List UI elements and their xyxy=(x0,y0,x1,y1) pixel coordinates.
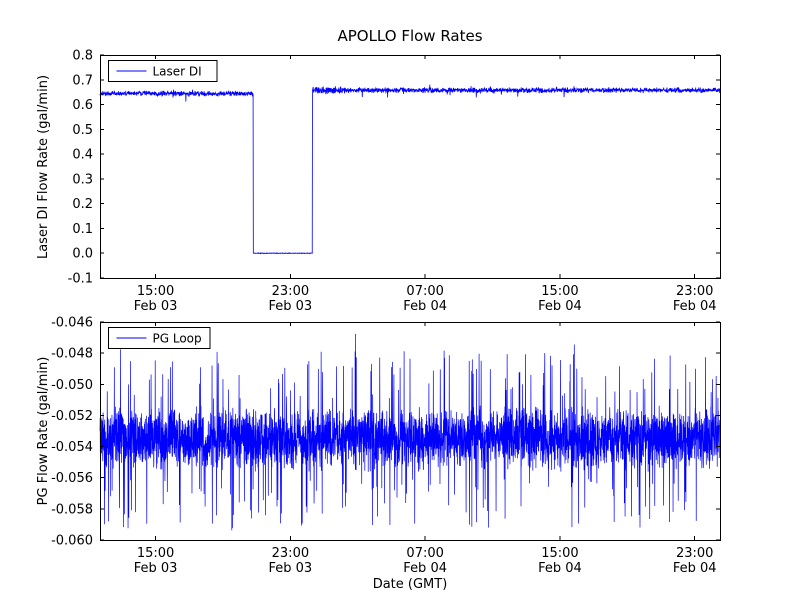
x-tick-label-time: 15:00 xyxy=(541,546,578,561)
x-tick-label-date: Feb 03 xyxy=(269,299,313,314)
x-tick-label-time: 23:00 xyxy=(676,284,713,299)
y-tick-label: 0.1 xyxy=(72,222,93,237)
y-tick-label: -0.058 xyxy=(51,502,93,517)
y-tick-label: -0.048 xyxy=(51,347,93,362)
x-tick-label-date: Feb 04 xyxy=(538,561,582,576)
series-line-0 xyxy=(99,84,721,255)
legend-box-1 xyxy=(108,327,211,349)
y-tick-label: -0.054 xyxy=(51,440,93,455)
x-tick-label-date: Feb 04 xyxy=(403,561,447,576)
y-tick-label: -0.052 xyxy=(51,409,93,424)
y-tick-label: 0.7 xyxy=(72,73,93,88)
y-tick-label: 0.4 xyxy=(72,148,93,163)
y-tick-label: -0.056 xyxy=(51,471,93,486)
x-tick-label-date: Feb 03 xyxy=(269,561,313,576)
axes-frame-0 xyxy=(100,55,721,279)
y-tick-label: 0.5 xyxy=(72,123,93,138)
x-tick-label-date: Feb 04 xyxy=(673,299,717,314)
x-tick-label-time: 23:00 xyxy=(272,284,309,299)
x-tick-label-date: Feb 04 xyxy=(538,299,582,314)
y-tick-label: 0.3 xyxy=(72,172,93,187)
y-tick-label: 0.6 xyxy=(72,98,93,113)
series-line-1 xyxy=(99,333,721,531)
y-tick-label: -0.046 xyxy=(51,316,93,331)
x-tick-label-time: 15:00 xyxy=(541,284,578,299)
y-tick-label: -0.060 xyxy=(51,534,93,549)
y-tick-label: 0.8 xyxy=(72,49,93,64)
x-tick-label-time: 23:00 xyxy=(676,546,713,561)
x-tick-label-time: 07:00 xyxy=(406,284,443,299)
y-tick-label: 0.2 xyxy=(72,197,93,212)
legend-label-1: PG Loop xyxy=(153,332,202,346)
x-tick-label-time: 15:00 xyxy=(137,546,174,561)
axes-frame-1 xyxy=(100,322,721,541)
x-axis-label: Date (GMT) xyxy=(372,577,448,592)
x-tick-label-date: Feb 04 xyxy=(673,561,717,576)
x-tick-label-time: 07:00 xyxy=(406,546,443,561)
legend-label-0: Laser DI xyxy=(153,65,202,79)
x-tick-label-date: Feb 04 xyxy=(403,299,447,314)
x-tick-label-time: 15:00 xyxy=(137,284,174,299)
y-tick-label: 0.0 xyxy=(72,247,93,262)
legend-box-0 xyxy=(108,60,218,82)
y-tick-label: -0.050 xyxy=(51,378,93,393)
x-tick-label-time: 23:00 xyxy=(272,546,309,561)
x-tick-label-date: Feb 03 xyxy=(134,561,178,576)
chart-title: APOLLO Flow Rates xyxy=(337,27,483,45)
y-tick-label: -0.1 xyxy=(68,272,93,287)
x-tick-label-date: Feb 03 xyxy=(134,299,178,314)
